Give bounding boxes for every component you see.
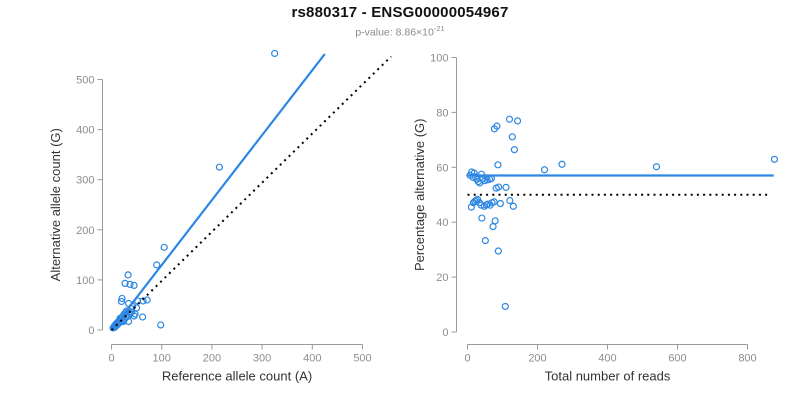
data-point — [540, 166, 549, 174]
data-point — [510, 146, 519, 154]
pvalue-subtitle: p-value: 8.86×10-21 — [0, 24, 800, 39]
y-tick-label: 300 — [76, 175, 94, 187]
data-point — [502, 183, 510, 191]
data-point — [490, 198, 498, 206]
data-point — [121, 279, 129, 288]
data-point — [117, 297, 126, 306]
data-point — [126, 280, 134, 289]
data-point — [467, 203, 475, 211]
data-point — [508, 133, 516, 141]
x-tick-label: 500 — [353, 353, 371, 365]
data-point — [139, 313, 147, 321]
x-tick-label: 800 — [738, 353, 756, 365]
data-point — [495, 183, 503, 191]
pvalue-exponent: -21 — [433, 24, 445, 33]
data-point — [652, 163, 661, 171]
y-tick-label: 100 — [430, 53, 448, 65]
data-point — [118, 294, 126, 303]
data-point — [143, 296, 151, 304]
data-point — [215, 163, 224, 171]
y-tick-label: 400 — [76, 125, 94, 137]
x-tick-label: 0 — [464, 353, 470, 365]
x-tick-label: 400 — [598, 353, 616, 365]
data-point — [505, 115, 514, 123]
x-tick-label: 400 — [303, 353, 321, 365]
x-tick-label: 600 — [668, 353, 686, 365]
y-axis-title: Percentage alternative (G) — [412, 119, 427, 271]
x-axis-title: Reference allele count (A) — [162, 369, 312, 384]
x-tick-label: 100 — [153, 353, 171, 365]
y-axis-title: Alternative allele count (G) — [48, 128, 63, 281]
y-tick-label: 200 — [76, 225, 94, 237]
x-tick-label: 0 — [108, 353, 114, 365]
data-point — [513, 117, 522, 125]
y-tick-label: 20 — [436, 272, 448, 284]
data-point — [477, 201, 485, 209]
y-tick-label: 60 — [436, 162, 448, 174]
data-point — [481, 236, 489, 245]
data-point — [271, 49, 279, 58]
data-point — [153, 261, 161, 269]
plot-header: rs880317 - ENSG00000054967 p-value: 8.86… — [0, 4, 800, 39]
data-point — [160, 243, 168, 251]
data-point — [124, 271, 132, 279]
data-point — [130, 281, 138, 290]
y-tick-label: 80 — [436, 107, 448, 119]
data-point — [157, 321, 165, 329]
data-point — [489, 222, 497, 231]
y-tick-label: 500 — [76, 75, 94, 87]
data-point — [494, 247, 502, 255]
data-point — [558, 160, 566, 168]
data-point — [501, 302, 509, 311]
data-point — [493, 122, 501, 130]
y-tick-label: 0 — [88, 325, 94, 337]
y-tick-label: 40 — [436, 217, 448, 229]
data-point — [496, 199, 504, 208]
fit-line — [110, 53, 326, 331]
data-point — [477, 170, 486, 178]
data-point — [770, 155, 779, 163]
data-point — [494, 161, 502, 169]
pvalue-mantissa: 8.86×10 — [395, 26, 434, 39]
pvalue-label: p-value: — [355, 26, 396, 39]
x-axis-title: Total number of reads — [545, 369, 671, 384]
identity-line — [110, 55, 392, 331]
y-tick-label: 100 — [76, 275, 94, 287]
data-point — [506, 196, 514, 205]
page-title: rs880317 - ENSG00000054967 — [291, 4, 509, 21]
data-point — [478, 214, 486, 222]
data-point — [491, 217, 499, 225]
x-tick-label: 200 — [203, 353, 221, 365]
data-point — [509, 202, 517, 210]
x-tick-label: 200 — [528, 353, 546, 365]
y-tick-label: 0 — [442, 327, 448, 339]
x-tick-label: 300 — [253, 353, 271, 365]
